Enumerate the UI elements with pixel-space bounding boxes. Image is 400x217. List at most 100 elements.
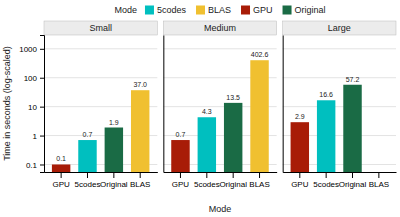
tick-label: 1000 (19, 45, 37, 54)
tick-label: 1 (33, 132, 38, 141)
tick-mark (40, 136, 44, 137)
tick-label: Original (339, 180, 367, 189)
data-label: 0.7 (176, 131, 186, 138)
legend-swatch (145, 6, 154, 15)
tick-label: Original (219, 180, 247, 189)
tick-label: BLAS (249, 180, 269, 189)
legend-entry: GPU (253, 5, 273, 15)
grid-line (283, 106, 396, 107)
bar (171, 140, 189, 172)
tick-label: Original (100, 180, 128, 189)
tick-label: 100 (24, 74, 38, 83)
tick: BLAS (249, 172, 269, 189)
bar (343, 85, 361, 172)
facet-title: Small (89, 23, 112, 33)
tick: BLAS (369, 172, 389, 189)
data-label: 2.9 (295, 113, 305, 120)
bar (131, 90, 149, 172)
tick: 5codes (194, 172, 220, 189)
tick-mark (180, 172, 181, 178)
grid-line (44, 48, 157, 49)
tick: 10 (28, 103, 44, 112)
legend-swatch (283, 6, 292, 15)
tick-mark (40, 78, 44, 79)
legend-entry: BLAS (208, 5, 231, 15)
legend-title: Mode (114, 5, 137, 15)
tick-mark (40, 107, 44, 108)
tick: Original (100, 172, 128, 189)
tick-mark (378, 172, 379, 178)
data-label: 402.6 (251, 51, 269, 58)
axis-line (283, 36, 284, 173)
bar (105, 128, 123, 172)
grid-line (283, 48, 396, 49)
data-labels: 2.9 16.6 57.2 (295, 76, 359, 120)
legend-entry: 5codes (157, 5, 187, 15)
tick-label: GPU (52, 180, 70, 189)
facet-strip (163, 21, 276, 35)
grid-line (283, 77, 396, 78)
tick: 1000 (19, 45, 44, 54)
tick-mark (87, 172, 88, 178)
tick-mark (140, 172, 141, 178)
y-axis-title: Time in seconds (log-scaled) (2, 46, 12, 161)
bar (198, 117, 216, 172)
tick-mark (61, 172, 62, 178)
y-axis: 0.1 1 10 100 1000 (19, 36, 44, 173)
bar (291, 122, 309, 172)
bar (78, 140, 96, 172)
tick-mark (352, 172, 353, 178)
tick-label: 10 (28, 103, 37, 112)
x-axis: GPU5codesOriginalBLAS (45, 172, 158, 189)
data-label: 0.7 (83, 131, 93, 138)
data-label: 0.1 (56, 155, 66, 162)
tick: Original (219, 172, 247, 189)
data-label: 37.0 (133, 81, 147, 88)
tick: Original (339, 172, 367, 189)
panel: Large 2.9 16.6 57.2 GPU5codesOriginalBLAS (283, 21, 397, 189)
grid-line (44, 77, 157, 78)
tick-mark (206, 172, 207, 178)
facet-title: Medium (204, 23, 236, 33)
tick: GPU (172, 172, 190, 189)
grid-line (163, 48, 276, 49)
legend-swatch (241, 6, 250, 15)
tick-mark (40, 164, 44, 165)
bars (171, 60, 269, 172)
legend: Mode 5codes BLAS GPU Original (114, 5, 325, 15)
tick: 1 (33, 132, 44, 141)
tick-mark (259, 172, 260, 178)
legend-entry: Original (295, 5, 326, 15)
tick-label: 0.1 (26, 161, 38, 170)
data-label: 1.9 (109, 119, 119, 126)
bars (52, 90, 150, 172)
panel: Small 0.1 0.7 1.9 37.0 0.1 1 10 100 1000 GPU 5codes… (19, 21, 158, 189)
bar (224, 103, 242, 172)
x-axis: GPU5codesOriginalBLAS (283, 172, 396, 189)
bar (250, 60, 268, 172)
tick-label: GPU (172, 180, 190, 189)
axis-line (40, 36, 45, 173)
tick-mark (233, 172, 234, 178)
facet-title: Large (328, 23, 351, 33)
data-labels: 0.1 0.7 1.9 37.0 (56, 81, 147, 162)
bars (291, 85, 362, 172)
panel: Medium0.74.313.5402.6GPU5codesOriginalBL… (163, 21, 277, 189)
data-label: 16.6 (319, 91, 333, 98)
tick-label: 5codes (75, 180, 101, 189)
data-label: 13.5 (226, 94, 240, 101)
tick: 5codes (313, 172, 339, 189)
y-axis (282, 36, 284, 173)
tick-mark (113, 172, 114, 178)
data-label: 57.2 (346, 76, 360, 83)
facet-strip (283, 21, 396, 35)
bar (317, 100, 335, 172)
tick-mark (299, 172, 300, 178)
tick-mark (326, 172, 327, 178)
x-axis: GPU 5codesOriginalBLAS (164, 172, 277, 189)
x-axis-title: Mode (209, 204, 232, 214)
tick: GPU (52, 172, 70, 189)
legend-swatch (196, 6, 205, 15)
tick-label: 5codes (194, 180, 220, 189)
bar (52, 164, 70, 172)
